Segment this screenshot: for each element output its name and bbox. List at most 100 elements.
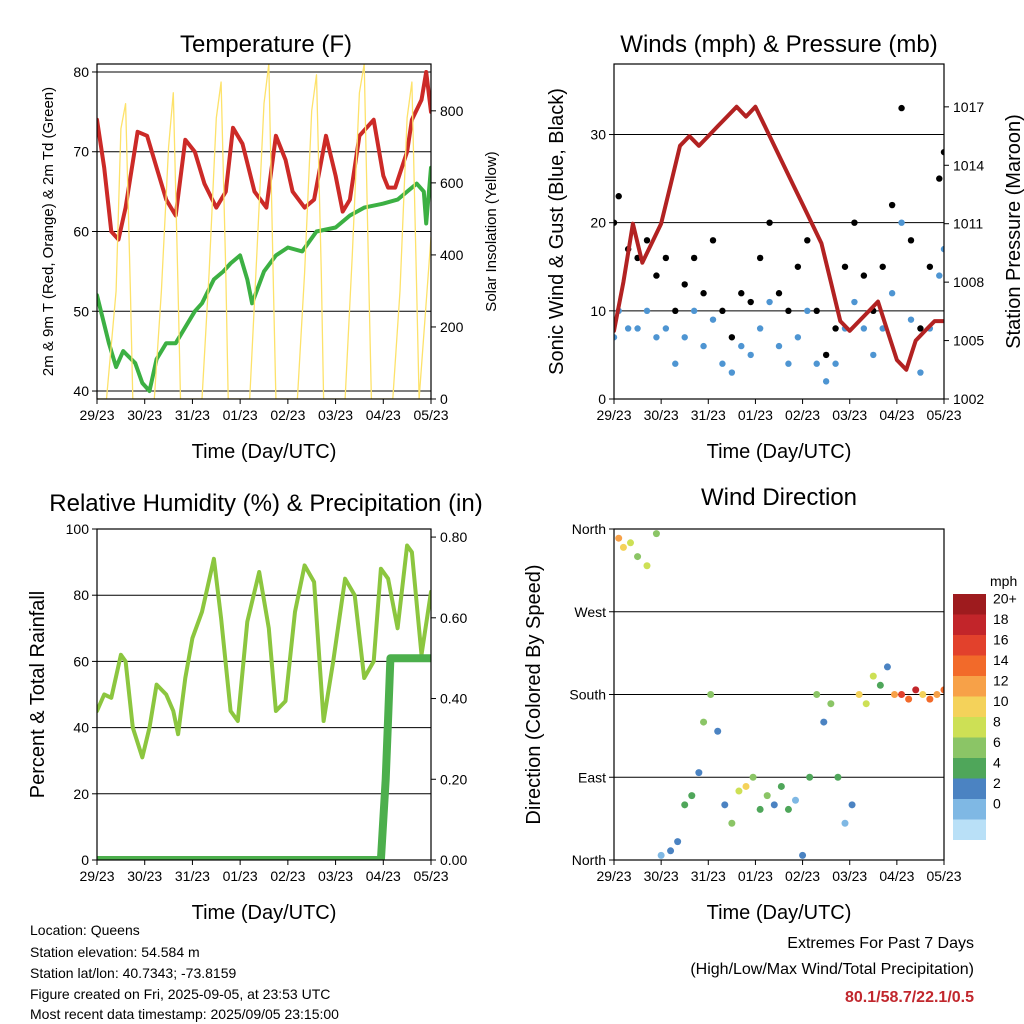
series-2-point xyxy=(624,325,632,332)
y-tick-label: 60 xyxy=(73,653,89,669)
colorbar-label: 8 xyxy=(993,714,1001,730)
series-1-point xyxy=(681,281,688,288)
chart-title: Winds (mph) & Pressure (mb) xyxy=(620,31,937,58)
direction-point xyxy=(820,718,828,726)
x-tick-label: 30/23 xyxy=(644,868,679,884)
y-axis-label: Percent & Total Rainfall xyxy=(27,591,49,799)
x-axis-label: Time (Day/UTC) xyxy=(707,441,852,463)
series-2-line xyxy=(97,654,431,860)
x-tick-label: 29/23 xyxy=(79,868,114,884)
series-1-point xyxy=(879,263,886,270)
y-tick-label: 100 xyxy=(66,521,90,537)
colorbar-swatch xyxy=(953,778,986,799)
x-tick-label: 29/23 xyxy=(596,407,631,423)
y-tick-label: 80 xyxy=(73,587,89,603)
direction-point xyxy=(770,801,778,809)
series-2-point xyxy=(634,325,641,332)
series-2-point xyxy=(936,272,943,279)
direction-point xyxy=(883,663,891,671)
x-tick-label: 05/23 xyxy=(413,868,448,884)
series-1-line xyxy=(97,70,431,242)
direction-point xyxy=(735,787,743,795)
series-1-point xyxy=(662,254,670,262)
location-text: Location: Queens xyxy=(30,922,140,938)
x-tick-label: 03/23 xyxy=(832,868,867,884)
series-2-point xyxy=(690,307,698,315)
y-tick-label: 80 xyxy=(73,64,89,80)
series-1-point xyxy=(756,254,764,262)
y-tick-label: 20 xyxy=(590,215,606,231)
series-1-point xyxy=(940,148,944,156)
y-axis-label: Direction (Colored By Speed) xyxy=(523,564,545,824)
y-right-tick-label: 1005 xyxy=(953,333,984,349)
x-tick-label: 02/23 xyxy=(785,407,820,423)
y-tick-label: 70 xyxy=(73,144,89,160)
x-tick-label: 04/23 xyxy=(366,868,401,884)
x-tick-label: 03/23 xyxy=(832,407,867,423)
direction-point xyxy=(707,691,715,698)
series-2-point xyxy=(672,360,679,367)
direction-point xyxy=(813,691,821,698)
x-tick-label: 02/23 xyxy=(270,868,305,884)
y-right-tick-label: 200 xyxy=(440,319,464,335)
x-tick-label: 04/23 xyxy=(366,407,401,423)
series-2-point xyxy=(907,316,915,323)
extremes-values: 80.1/58.7/22.1/0.5 xyxy=(845,989,974,1006)
direction-point xyxy=(700,718,708,726)
x-tick-label: 05/23 xyxy=(926,868,961,884)
chart-title: Relative Humidity (%) & Precipitation (i… xyxy=(49,490,482,517)
y-right-tick-label: 1017 xyxy=(953,99,984,115)
series-1-point xyxy=(672,307,679,315)
direction-point xyxy=(615,534,623,542)
direction-point xyxy=(777,782,785,790)
colorbar-swatch xyxy=(953,676,986,697)
colorbar-swatch xyxy=(953,635,986,656)
panel-1: Temperature (F)4050607080020040060080029… xyxy=(40,31,500,463)
plot-frame xyxy=(613,63,945,400)
series-2-point xyxy=(785,360,792,367)
colorbar-swatch xyxy=(953,799,986,820)
direction-point xyxy=(898,691,906,698)
x-tick-label: 30/23 xyxy=(127,868,162,884)
series-1-point xyxy=(841,263,849,270)
series-2-point xyxy=(870,351,877,359)
series-2-point xyxy=(898,219,905,226)
x-tick-label: 31/23 xyxy=(691,407,726,423)
colorbar-swatch xyxy=(953,717,986,738)
x-tick-label: 29/23 xyxy=(79,407,114,423)
x-tick-label: 04/23 xyxy=(879,868,914,884)
x-tick-label: 31/23 xyxy=(691,868,726,884)
colorbar-swatch xyxy=(953,819,986,840)
series-2-point xyxy=(728,369,736,376)
series-2-point xyxy=(775,342,783,350)
x-axis-label: Time (Day/UTC) xyxy=(707,902,852,924)
series-2-point xyxy=(709,316,717,323)
colorbar-label: 4 xyxy=(993,755,1001,771)
series-2-point xyxy=(653,334,660,341)
x-tick-label: 31/23 xyxy=(175,868,210,884)
colorbar-title: mph xyxy=(990,573,1017,589)
direction-point xyxy=(728,819,736,827)
y-tick-label: South xyxy=(569,687,606,703)
plot-frame xyxy=(613,528,945,861)
series-1-point xyxy=(860,272,868,279)
plot-frame xyxy=(96,528,432,861)
direction-point xyxy=(652,530,660,538)
y-axis-label: 2m & 9m T (Red, Orange) & 2m Td (Green) xyxy=(40,87,57,376)
colorbar-label: 14 xyxy=(993,652,1009,668)
y-right-tick-label: 1014 xyxy=(953,157,984,173)
panel-3: Relative Humidity (%) & Precipitation (i… xyxy=(27,490,483,924)
x-tick-label: 31/23 xyxy=(175,407,210,423)
series-1-point xyxy=(690,254,698,262)
direction-point xyxy=(891,691,898,698)
series-1-point xyxy=(747,298,754,306)
colorbar-label: 2 xyxy=(993,775,1001,791)
series-2-point xyxy=(719,360,726,367)
y-right-tick-label: 1011 xyxy=(953,216,983,232)
series-2-point xyxy=(917,369,924,376)
colorbar-swatch xyxy=(953,696,986,717)
series-2-point xyxy=(614,334,618,341)
y-right-tick-label: 400 xyxy=(440,247,464,263)
chart-title: Wind Direction xyxy=(701,484,857,511)
series-1-line xyxy=(97,543,431,760)
